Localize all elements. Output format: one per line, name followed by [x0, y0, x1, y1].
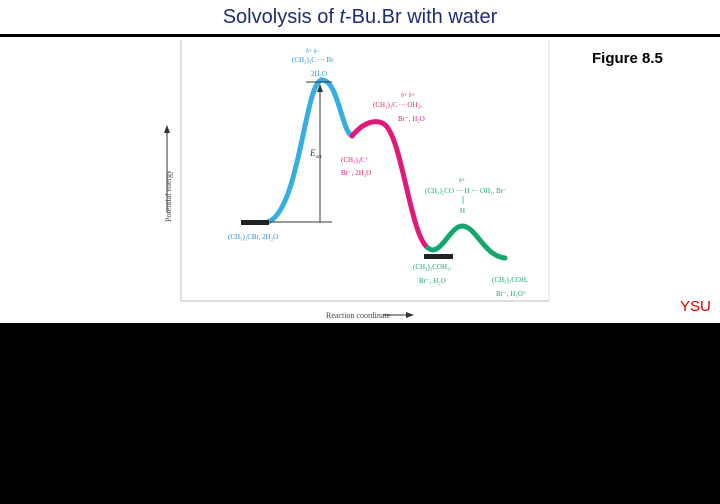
ts1-delta: δ+ δ− — [306, 49, 321, 55]
title-italic: t — [339, 6, 345, 28]
title-rule — [0, 34, 720, 37]
curve-step1 — [265, 77, 355, 225]
int2-extra: Br⁻, H₂O — [419, 277, 446, 285]
curve-step2 — [349, 119, 431, 251]
reactant-label: (CH₃)₃CBr, 2H₂O — [228, 233, 278, 241]
title-prefix: Solvolysis of — [222, 6, 340, 28]
x-axis-label: Reaction coordinate — [326, 311, 391, 320]
figure-label: Figure 8.5 — [592, 50, 663, 67]
reactant-level — [241, 220, 269, 225]
ts2-delta: δ+ δ+ — [401, 93, 416, 99]
ea-arrowhead — [317, 84, 323, 92]
ts2-extra: Br⁻, H₂O — [398, 115, 425, 123]
ts1-water: 2H₂O — [311, 70, 327, 78]
ts3-formula: (CH₃)₂CO ··· H ··· OH₂, Br⁻ — [425, 187, 507, 195]
ts3-h: H — [460, 207, 465, 215]
black-band — [0, 323, 720, 504]
int1-extra: Br⁻, 2H₂O — [341, 169, 371, 177]
ea-label: Eact — [309, 148, 322, 160]
y-axis-arrowhead — [164, 125, 170, 133]
ts3-delta: δ+ — [459, 178, 466, 184]
slide-title: Solvolysis of t-Bu.Br with water — [0, 6, 720, 29]
int1-formula: (CH₃)₃C⁺ — [341, 156, 369, 164]
footer-mark: YSU — [680, 298, 711, 315]
title-suffix: -Bu.Br with water — [345, 6, 498, 28]
product-extra: Br⁻, H₃O⁺ — [496, 290, 527, 298]
int2-formula: (CH₃)₂COH₂, — [413, 263, 451, 271]
ts2-formula: (CH₃)₃C ··· OH₂, — [373, 101, 422, 109]
product-formula: (CH₃)₃COH, — [492, 276, 528, 284]
y-axis-label: Potential energy — [164, 170, 173, 222]
intermediate-level — [424, 254, 453, 259]
ts1-formula: (CH₃)₃C ··· Br — [292, 56, 334, 64]
curve-step3 — [425, 223, 508, 261]
x-axis-arrowhead — [406, 312, 414, 318]
